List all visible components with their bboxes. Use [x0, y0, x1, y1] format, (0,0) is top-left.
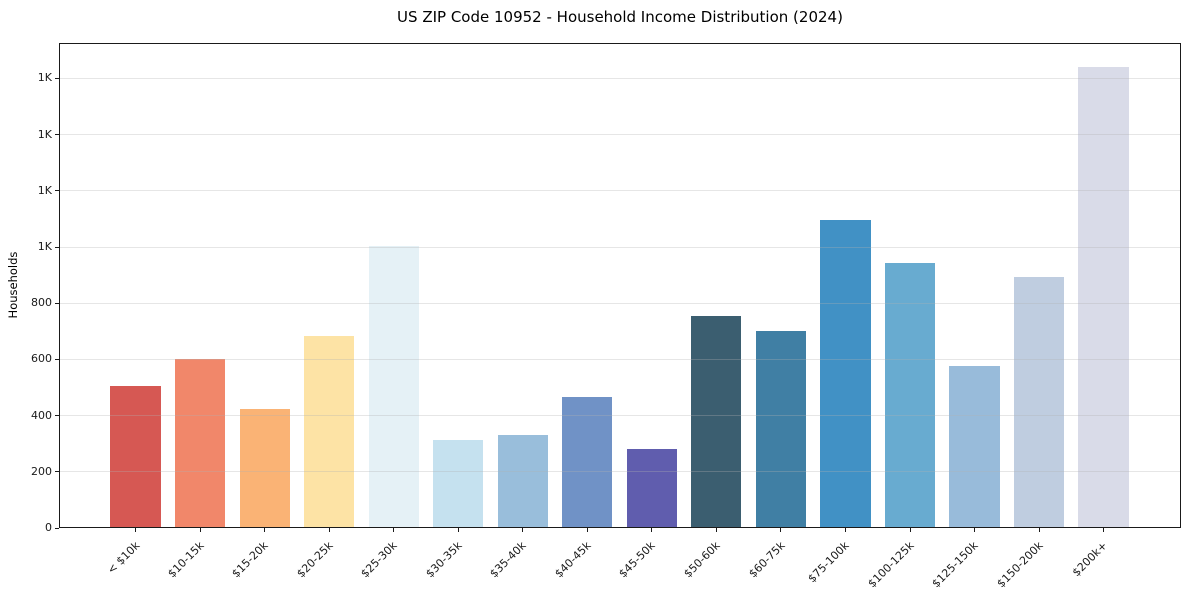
y-tick-mark [55, 302, 59, 304]
x-tick-mark [780, 528, 782, 532]
x-tick-mark [651, 528, 653, 532]
bar-1 [175, 359, 226, 528]
bar-2 [239, 408, 290, 528]
x-tick-mark [328, 528, 330, 532]
x-tick-label: $35-40k [487, 539, 530, 581]
x-tick-mark [715, 528, 717, 532]
x-tick-label: $30-35k [423, 539, 465, 581]
bar-14 [1013, 277, 1065, 528]
chart-title: US ZIP Code 10952 - Household Income Dis… [397, 8, 843, 26]
gridline [60, 77, 1180, 79]
x-tick-mark [974, 528, 975, 532]
x-tick-label: $150-200k [994, 539, 1046, 590]
x-tick-mark [522, 528, 524, 532]
x-tick-mark [1103, 528, 1105, 532]
bar-10 [755, 331, 806, 528]
bar-13 [949, 365, 1000, 528]
y-tick-mark [55, 358, 59, 360]
bar-5 [433, 439, 484, 528]
y-tick-mark [55, 415, 59, 417]
y-tick-mark [55, 246, 59, 248]
x-tick-label: $10-15k [165, 539, 207, 581]
y-tick-mark [55, 471, 59, 473]
x-tick-label: $20-25k [294, 539, 336, 581]
x-tick-label: < $10k [104, 539, 142, 577]
y-tick-mark [55, 134, 59, 136]
bar-7 [562, 397, 613, 528]
x-tick-label: $15-20k [229, 539, 271, 581]
x-tick-mark [199, 528, 201, 532]
plot-area [59, 43, 1181, 528]
y-tick-label: 400 [31, 408, 52, 422]
x-tick-label: $60-75k [745, 539, 788, 581]
y-tick-label: 600 [31, 352, 52, 366]
y-tick-mark [55, 77, 59, 79]
gridline [60, 358, 1180, 360]
x-tick-label: $50-60k [681, 539, 723, 581]
gridline [60, 471, 1180, 473]
y-tick-label: 1K [37, 71, 52, 85]
bar-4 [368, 245, 419, 528]
y-tick-label: 1K [37, 240, 52, 253]
bar-0 [110, 386, 161, 528]
bar-3 [304, 335, 355, 528]
gridline [60, 246, 1180, 248]
bar-6 [497, 435, 548, 528]
x-tick-mark [1038, 528, 1040, 532]
x-tick-label: $125-150k [929, 539, 981, 590]
x-tick-label: $25-30k [358, 539, 400, 581]
x-tick-label: $200k+ [1069, 539, 1110, 580]
gridline [60, 134, 1180, 136]
gridline [60, 302, 1180, 304]
y-tick-mark [55, 190, 59, 192]
y-tick-label: 0 [45, 521, 52, 534]
x-tick-mark [393, 528, 395, 532]
y-tick-label: 800 [31, 296, 52, 310]
gridline [60, 415, 1180, 417]
bar-15 [1078, 67, 1129, 528]
bar-11 [820, 220, 871, 528]
x-tick-mark [457, 528, 459, 532]
y-tick-label: 200 [31, 464, 52, 478]
x-tick-label: $75-100k [805, 539, 852, 586]
gridline [60, 190, 1180, 192]
bar-8 [626, 449, 677, 528]
x-tick-mark [909, 528, 911, 532]
y-tick-label: 1K [37, 183, 52, 197]
x-tick-label: $45-50k [616, 539, 659, 581]
x-tick-label: $40-45k [552, 539, 594, 581]
y-tick-label: 1K [37, 127, 52, 141]
x-tick-label: $100-125k [865, 539, 917, 590]
bar-12 [884, 262, 936, 528]
bar-9 [691, 315, 742, 528]
x-tick-mark [586, 528, 588, 532]
x-tick-mark [844, 528, 846, 532]
x-tick-mark [264, 528, 266, 532]
y-tick-mark [55, 527, 59, 529]
x-tick-mark [135, 528, 137, 532]
